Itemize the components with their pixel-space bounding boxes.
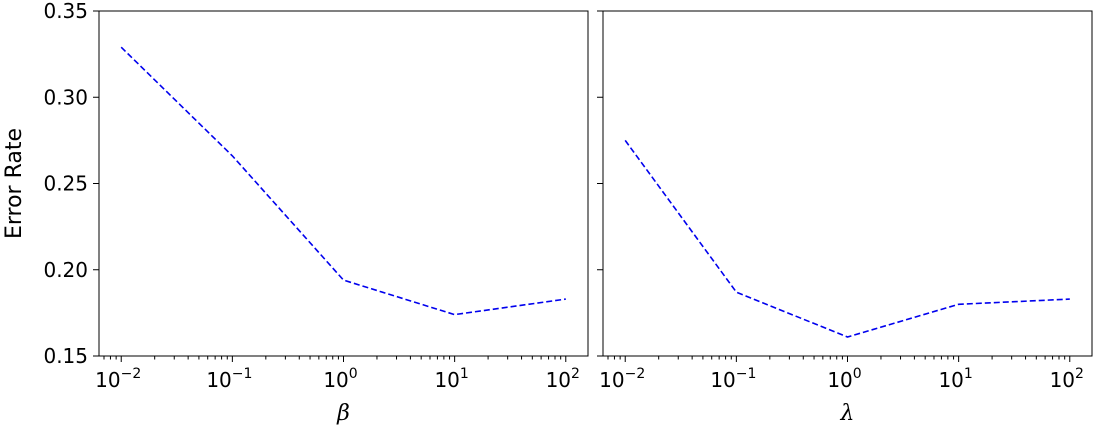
chart-panel-1: 10−2 10−1 100 101 102 0.15 0.20 0.25 0.30 0.35 β Er…	[2, 0, 589, 426]
y-tick-label: 0.35	[43, 0, 88, 23]
plot-frame	[98, 10, 589, 357]
series-line-1	[624, 139, 1070, 338]
y-tick-label: 0.25	[43, 172, 88, 196]
x-tick-label: 100	[827, 366, 861, 392]
x-tick-label: 100	[323, 366, 357, 392]
plot-frame	[602, 10, 1093, 357]
series-line-1	[120, 46, 566, 316]
y-axis-title: Error Rate	[2, 128, 27, 239]
x-tick-label: 102	[546, 366, 580, 392]
chart-panel-2: 10−2 10−1 100 101 102 λ	[597, 10, 1093, 426]
y-tick-label: 0.30	[43, 85, 88, 109]
y-tick-label: 0.15	[43, 344, 88, 368]
x-axis-title: β	[336, 401, 350, 426]
x-axis-title: λ	[840, 401, 855, 426]
x-tick-label: 10−1	[710, 366, 756, 392]
x-tick-label: 10−2	[599, 366, 645, 392]
x-tick-label: 10−1	[206, 366, 252, 392]
x-tick-label: 102	[1050, 366, 1084, 392]
x-tick-label: 101	[938, 366, 972, 392]
x-tick-label: 10−2	[95, 366, 141, 392]
y-tick-label: 0.20	[43, 258, 88, 282]
x-tick-label: 101	[434, 366, 468, 392]
